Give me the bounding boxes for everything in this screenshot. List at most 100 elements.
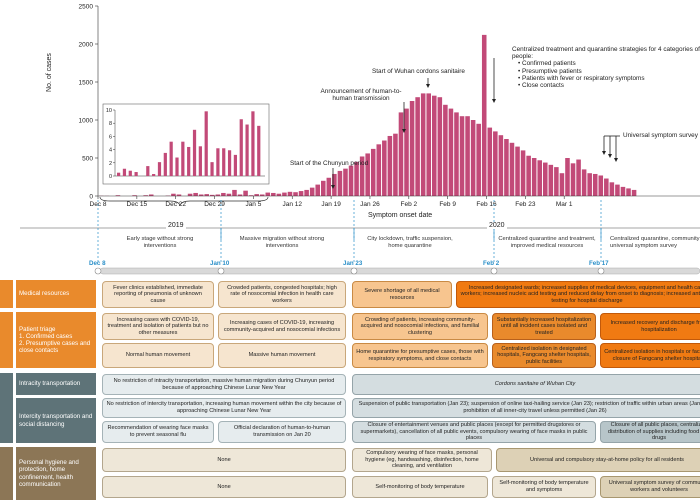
y-tick-label: 2500: [79, 3, 94, 10]
inset-bar: [233, 154, 238, 176]
date-feb17: Feb 17: [589, 260, 609, 267]
annotation-centralized-title: Centralized treatment and quarantine str…: [512, 46, 700, 61]
arrow-cordon-head: [426, 84, 430, 88]
bar: [282, 192, 287, 196]
bar: [570, 163, 576, 196]
x-tick-label: Feb 16: [476, 201, 497, 208]
triage-bottom-1: Normal human movement: [102, 343, 214, 368]
row-label-intracity: Intracity transportation: [16, 373, 96, 395]
row-label-triage: Patient triage 1. Confirmed cases 2. Pre…: [16, 312, 96, 368]
bar: [198, 194, 204, 196]
hygiene-top-1: None: [102, 448, 346, 472]
annotation-centralized-item: • Patients with fever or respiratory sym…: [518, 74, 645, 82]
y-tick-label: 500: [82, 155, 93, 162]
bar: [415, 97, 420, 196]
medical-cell-1: Fever clinics established, immediate rep…: [102, 281, 214, 308]
bar: [615, 184, 620, 196]
arrow-universal-2-head: [608, 154, 612, 158]
bar: [559, 173, 565, 196]
bar: [592, 173, 598, 196]
row-label-hygiene: Personal hygiene and protection, home co…: [16, 447, 96, 500]
triage-top-3: Crowding of patients, increasing communi…: [352, 313, 488, 340]
inset-bar: [175, 157, 179, 176]
bar: [493, 131, 498, 196]
timeline-marker: [217, 267, 225, 275]
bar: [265, 192, 271, 196]
bar: [387, 135, 393, 196]
hygiene-bottom-3: Self-monitoring of body temperature and …: [492, 476, 596, 498]
bar: [531, 158, 537, 196]
bar: [426, 93, 432, 196]
bar: [298, 191, 304, 196]
bar: [437, 97, 443, 196]
x-tick-label: Jan 5: [245, 201, 261, 208]
inset-bar: [257, 125, 261, 176]
bar: [354, 161, 359, 196]
bar: [276, 193, 282, 196]
bar: [132, 195, 137, 196]
date-feb2: Feb 2: [483, 260, 500, 267]
inset-y-tick-label: 8: [109, 121, 112, 127]
inset-bar: [122, 168, 127, 176]
bar: [115, 195, 121, 196]
inset-bar: [245, 124, 249, 176]
triage-top-5: Increased recovery and discharge from ho…: [600, 313, 700, 340]
bar: [543, 162, 548, 196]
medical-cell-4: Increased designated wards; increased su…: [456, 281, 700, 308]
bar: [171, 193, 176, 196]
bar: [548, 164, 554, 196]
x-tick-label: Feb 9: [439, 201, 456, 208]
inset-bar: [210, 162, 214, 176]
inset-bar: [222, 148, 226, 176]
bar: [459, 116, 465, 196]
bar: [587, 173, 592, 196]
intercity-bottom-4: Closure of all public places, centralize…: [600, 421, 700, 443]
triage-bottom-2: Massive human movement: [218, 343, 346, 368]
inset-y-tick-label: 0: [109, 174, 112, 180]
bar: [293, 192, 298, 196]
x-tick-label: Feb 2: [400, 201, 417, 208]
date-dec8: Dec 8: [89, 260, 106, 267]
bar: [432, 95, 437, 196]
bar: [259, 194, 265, 196]
inset-bar: [216, 148, 220, 176]
phase-2: Massive migration without strong interve…: [239, 236, 325, 249]
triage-bottom-4: Centralized isolation in designated hosp…: [492, 343, 596, 368]
stub-orange-1: [0, 280, 13, 308]
annotation-centralized-item: • Presumptive patients: [518, 67, 582, 75]
bar: [481, 34, 487, 196]
bar: [348, 165, 354, 196]
triage-top-4: Substantially increased hospitalization …: [492, 313, 596, 340]
hygiene-bottom-4: Universal symptom survey of community wo…: [600, 476, 700, 498]
bar: [271, 192, 276, 196]
inset-bar: [251, 111, 255, 176]
bar: [581, 169, 587, 196]
bar: [148, 194, 154, 196]
inset-bar: [187, 146, 191, 176]
date-jan23: Jan 23: [343, 260, 363, 267]
phase-4: Centralized quarantine and treatment, im…: [498, 236, 596, 249]
bar: [143, 195, 148, 196]
inset-y-tick-label: 2: [109, 161, 112, 167]
inset-y-tick-label: 10: [106, 108, 112, 114]
hygiene-bottom-1: None: [102, 476, 346, 498]
x-axis-label: Symptom onset date: [368, 212, 433, 219]
annotation-human-transmission: Announcement of human-to-human transmiss…: [320, 88, 402, 103]
triage-top-1: Increasing cases with COVID-19, treatmen…: [102, 313, 214, 340]
triage-bottom-5: Centralized isolation in hospitals or fa…: [600, 343, 700, 368]
bar: [609, 182, 615, 196]
bar: [620, 186, 626, 196]
triage-bottom-3: Home quarantine for presumptive cases, t…: [352, 343, 488, 368]
bar: [509, 142, 515, 196]
bar: [226, 193, 232, 196]
inset-bar: [128, 170, 132, 176]
arrow-human-transmission-head: [402, 129, 406, 133]
inset-bar: [169, 141, 173, 176]
bar: [420, 93, 426, 196]
bar: [187, 193, 193, 196]
bar: [321, 180, 326, 196]
y-tick-label: 1000: [79, 117, 94, 124]
intercity-top-1: No restriction of intercity transportati…: [102, 398, 346, 418]
bar: [204, 194, 210, 196]
arrow-centralized-head: [492, 99, 496, 103]
